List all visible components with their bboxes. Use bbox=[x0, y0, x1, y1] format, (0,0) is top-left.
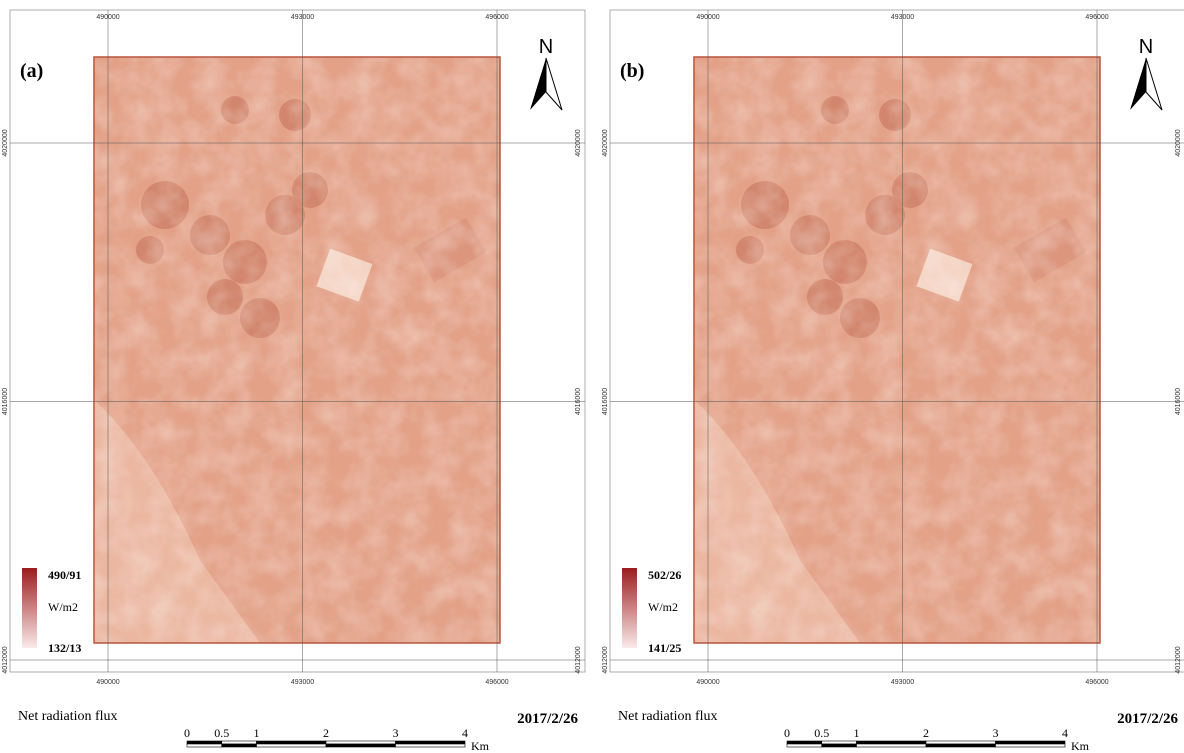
scale-segment bbox=[787, 741, 822, 744]
texture bbox=[694, 57, 1100, 643]
coord-label: 4012000 bbox=[1175, 646, 1182, 673]
scale-label: 0 bbox=[784, 726, 790, 740]
legend-min: 132/13 bbox=[48, 641, 81, 655]
scale-label: 4 bbox=[1062, 726, 1068, 740]
legend-bar bbox=[22, 568, 37, 648]
coord-label: 4016000 bbox=[602, 388, 609, 415]
scale-label: 0.5 bbox=[214, 726, 229, 740]
scale-segment bbox=[257, 741, 327, 744]
scale-segment bbox=[396, 741, 466, 744]
scale-segment bbox=[787, 744, 822, 747]
coord-label: 4020000 bbox=[602, 129, 609, 156]
north-arrow bbox=[530, 58, 546, 110]
coord-label: 493000 bbox=[891, 679, 914, 686]
caption: Net radiation flux bbox=[618, 709, 718, 724]
figure: 4900004900004930004930004960004960004020… bbox=[0, 0, 1184, 753]
scale-label: 2 bbox=[323, 726, 329, 740]
coord-label: 4012000 bbox=[575, 646, 582, 673]
scale-segment bbox=[926, 741, 996, 744]
coord-label: 496000 bbox=[485, 679, 508, 686]
panel-label: (b) bbox=[620, 60, 644, 82]
legend-unit: W/m2 bbox=[648, 600, 678, 614]
scale-unit: Km bbox=[1071, 739, 1090, 753]
coord-label: 496000 bbox=[1085, 14, 1108, 21]
scale-segment bbox=[187, 744, 222, 747]
legend-bar bbox=[622, 568, 637, 648]
scale-label: 0.5 bbox=[814, 726, 829, 740]
scale-segment bbox=[822, 744, 857, 747]
coord-label: 490000 bbox=[96, 679, 119, 686]
date: 2017/2/26 bbox=[1117, 711, 1178, 727]
coord-label: 4016000 bbox=[575, 388, 582, 415]
scale-segment bbox=[257, 744, 327, 747]
scale-segment bbox=[222, 741, 257, 744]
scale-segment bbox=[996, 744, 1066, 747]
map-panel: 4900004900004930004930004960004960004020… bbox=[602, 10, 1184, 753]
legend-min: 141/25 bbox=[648, 641, 681, 655]
north-arrow bbox=[1130, 58, 1146, 110]
scale-label: 1 bbox=[854, 726, 860, 740]
texture bbox=[94, 57, 500, 643]
scale-label: 3 bbox=[993, 726, 999, 740]
scale-segment bbox=[857, 741, 927, 744]
coord-label: 493000 bbox=[891, 14, 914, 21]
scale-segment bbox=[822, 741, 857, 744]
north-arrow bbox=[1146, 58, 1162, 110]
coord-label: 496000 bbox=[485, 14, 508, 21]
coord-label: 4020000 bbox=[2, 129, 9, 156]
scale-segment bbox=[326, 741, 396, 744]
coord-label: 490000 bbox=[696, 679, 719, 686]
north-label: N bbox=[539, 36, 553, 58]
coord-label: 4020000 bbox=[575, 129, 582, 156]
scale-segment bbox=[187, 741, 222, 744]
scale-segment bbox=[926, 744, 996, 747]
scale-segment bbox=[396, 744, 466, 747]
scale-label: 2 bbox=[923, 726, 929, 740]
coord-label: 496000 bbox=[1085, 679, 1108, 686]
coord-label: 493000 bbox=[291, 679, 314, 686]
scale-segment bbox=[326, 744, 396, 747]
scale-label: 1 bbox=[254, 726, 260, 740]
scale-segment bbox=[222, 744, 257, 747]
scale-label: 0 bbox=[184, 726, 190, 740]
coord-label: 490000 bbox=[96, 14, 119, 21]
north-arrow bbox=[546, 58, 562, 110]
coord-label: 4012000 bbox=[602, 646, 609, 673]
map-panel: 4900004900004930004930004960004960004020… bbox=[2, 10, 585, 753]
north-label: N bbox=[1139, 36, 1153, 58]
scale-label: 3 bbox=[393, 726, 399, 740]
coord-label: 4020000 bbox=[1175, 129, 1182, 156]
scale-segment bbox=[996, 741, 1066, 744]
coord-label: 493000 bbox=[291, 14, 314, 21]
scale-segment bbox=[857, 744, 927, 747]
caption: Net radiation flux bbox=[18, 709, 118, 724]
coord-label: 4012000 bbox=[2, 646, 9, 673]
legend-unit: W/m2 bbox=[48, 600, 78, 614]
coord-label: 4016000 bbox=[2, 388, 9, 415]
panel-label: (a) bbox=[20, 60, 43, 82]
scale-label: 4 bbox=[462, 726, 468, 740]
legend-max: 502/26 bbox=[648, 568, 681, 582]
legend-max: 490/91 bbox=[48, 568, 81, 582]
scale-unit: Km bbox=[471, 739, 490, 753]
coord-label: 4016000 bbox=[1175, 388, 1182, 415]
coord-label: 490000 bbox=[696, 14, 719, 21]
date: 2017/2/26 bbox=[517, 711, 578, 727]
